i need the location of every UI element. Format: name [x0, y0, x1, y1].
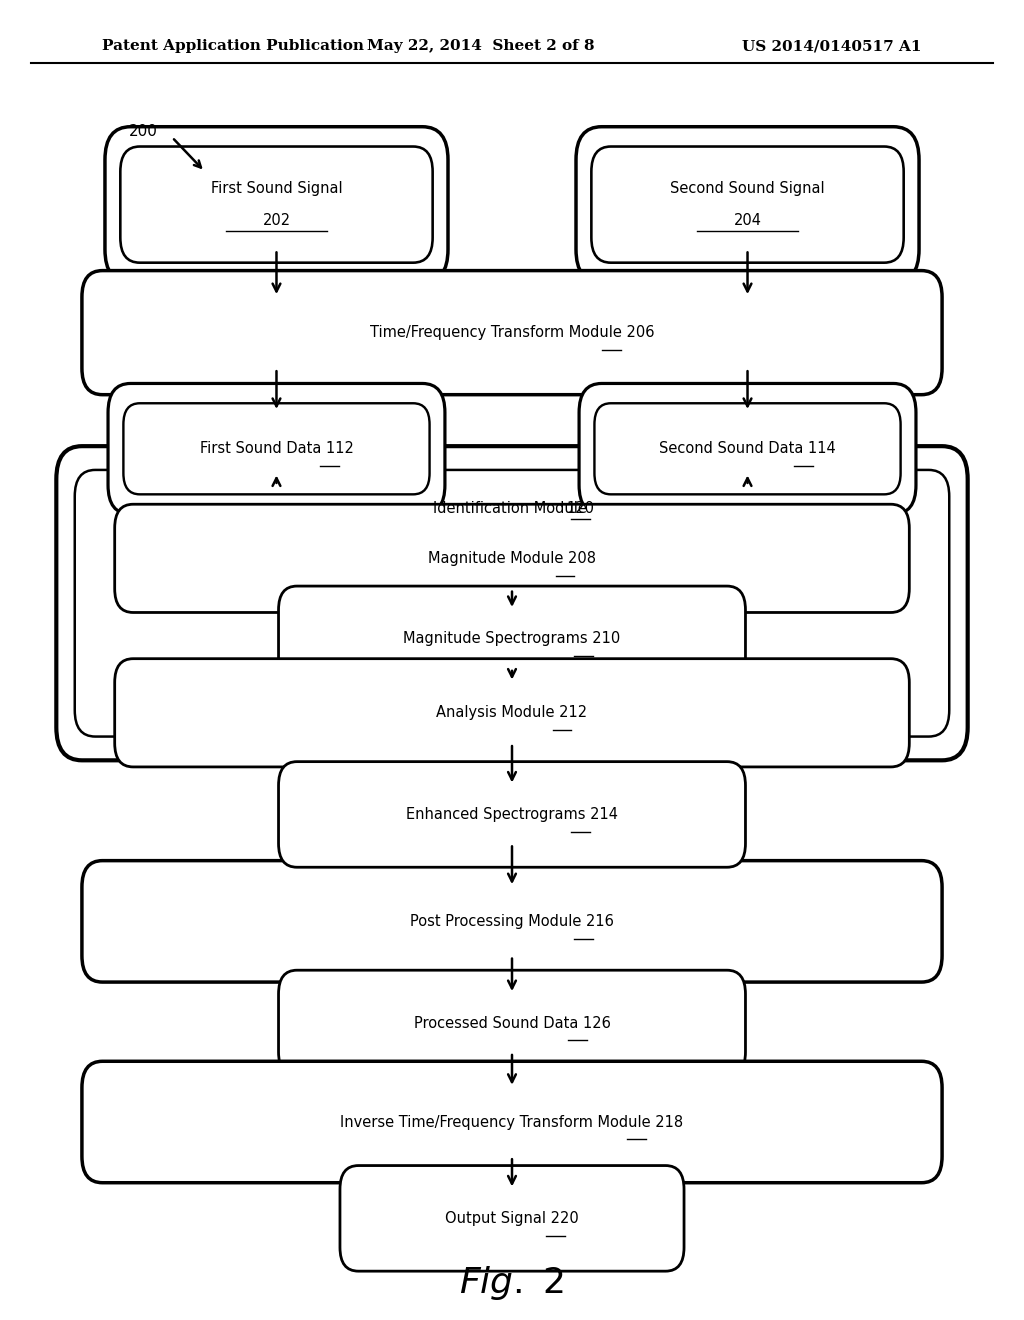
Text: Inverse Time/Frequency Transform Module 218: Inverse Time/Frequency Transform Module …: [340, 1114, 684, 1130]
FancyBboxPatch shape: [82, 271, 942, 395]
FancyBboxPatch shape: [575, 127, 920, 282]
FancyBboxPatch shape: [279, 970, 745, 1076]
FancyBboxPatch shape: [115, 504, 909, 612]
Text: Analysis Module 212: Analysis Module 212: [436, 705, 588, 721]
Text: Enhanced Spectrograms 214: Enhanced Spectrograms 214: [406, 807, 618, 822]
Text: Patent Application Publication: Patent Application Publication: [102, 40, 365, 53]
Text: Output Signal 220: Output Signal 220: [445, 1210, 579, 1226]
FancyBboxPatch shape: [124, 403, 430, 494]
FancyBboxPatch shape: [340, 1166, 684, 1271]
FancyBboxPatch shape: [82, 1061, 942, 1183]
FancyBboxPatch shape: [592, 147, 903, 263]
Text: 200: 200: [129, 124, 158, 140]
Text: 120: 120: [566, 500, 595, 516]
FancyBboxPatch shape: [121, 147, 432, 263]
Text: Processed Sound Data 126: Processed Sound Data 126: [414, 1015, 610, 1031]
Text: Identification Module: Identification Module: [433, 500, 591, 516]
Text: Second Sound Data 114: Second Sound Data 114: [659, 441, 836, 457]
Text: 202: 202: [262, 213, 291, 228]
FancyBboxPatch shape: [115, 659, 909, 767]
FancyBboxPatch shape: [56, 446, 968, 760]
Text: First Sound Data 112: First Sound Data 112: [200, 441, 353, 457]
Text: May 22, 2014  Sheet 2 of 8: May 22, 2014 Sheet 2 of 8: [368, 40, 595, 53]
FancyBboxPatch shape: [279, 762, 745, 867]
Text: Magnitude Spectrograms 210: Magnitude Spectrograms 210: [403, 631, 621, 647]
FancyBboxPatch shape: [105, 127, 449, 282]
Text: Time/Frequency Transform Module 206: Time/Frequency Transform Module 206: [370, 325, 654, 341]
FancyBboxPatch shape: [594, 403, 901, 494]
Text: Post Processing Module 216: Post Processing Module 216: [410, 913, 614, 929]
FancyBboxPatch shape: [580, 383, 915, 513]
FancyBboxPatch shape: [109, 383, 444, 513]
Text: 204: 204: [733, 213, 762, 228]
Text: US 2014/0140517 A1: US 2014/0140517 A1: [742, 40, 922, 53]
Text: $\mathit{Fig.}$ $\mathit{2}$: $\mathit{Fig.}$ $\mathit{2}$: [460, 1265, 564, 1302]
FancyBboxPatch shape: [82, 861, 942, 982]
Text: First Sound Signal: First Sound Signal: [211, 181, 342, 197]
Text: Second Sound Signal: Second Sound Signal: [670, 181, 825, 197]
FancyBboxPatch shape: [279, 586, 745, 692]
Text: Magnitude Module 208: Magnitude Module 208: [428, 550, 596, 566]
